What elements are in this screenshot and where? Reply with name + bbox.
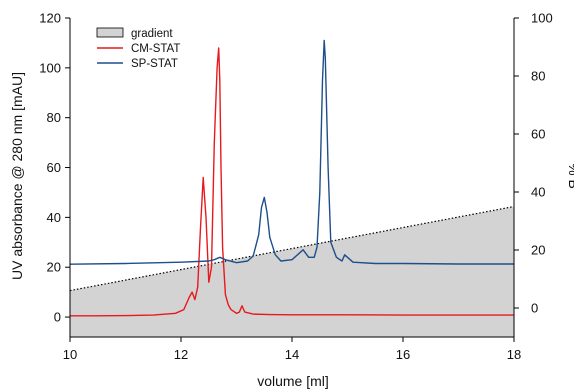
y-tick-label: 40 xyxy=(47,210,61,225)
x-tick-label: 12 xyxy=(174,347,188,362)
y-tick-label: 60 xyxy=(47,160,61,175)
x-tick-label: 10 xyxy=(63,347,77,362)
y2-tick-label: 100 xyxy=(531,11,553,26)
x-axis-title: volume [ml] xyxy=(257,373,329,389)
y-tick-label: 100 xyxy=(39,60,61,75)
series-line-sp-stat xyxy=(69,39,514,265)
x-tick-label: 14 xyxy=(285,347,299,362)
y2-tick-label: 20 xyxy=(531,243,545,258)
y2-tick-label: 0 xyxy=(531,301,538,316)
x-tick-label: 18 xyxy=(507,347,521,362)
y-tick-label: 120 xyxy=(39,11,61,26)
y-axis-title: UV absorbance @ 280 nm [mAU] xyxy=(9,72,25,280)
gradient-area xyxy=(70,206,514,337)
legend-label-sp-stat: SP-STAT xyxy=(131,58,178,70)
y2-tick-label: 60 xyxy=(531,127,545,142)
legend-label-gradient: gradient xyxy=(131,28,173,40)
y2-tick-label: 40 xyxy=(531,185,545,200)
x-tick-label: 16 xyxy=(396,347,410,362)
legend-swatch-gradient xyxy=(96,27,124,38)
y-tick-label: 80 xyxy=(47,110,61,125)
y2-tick-label: 80 xyxy=(531,69,545,84)
y-tick-label: 20 xyxy=(47,260,61,275)
y2-axis-title: % B xyxy=(566,163,574,189)
series-line-cm-stat xyxy=(70,47,514,317)
y-tick-label: 0 xyxy=(54,310,61,325)
legend-label-cm-stat: CM-STAT xyxy=(131,43,180,55)
